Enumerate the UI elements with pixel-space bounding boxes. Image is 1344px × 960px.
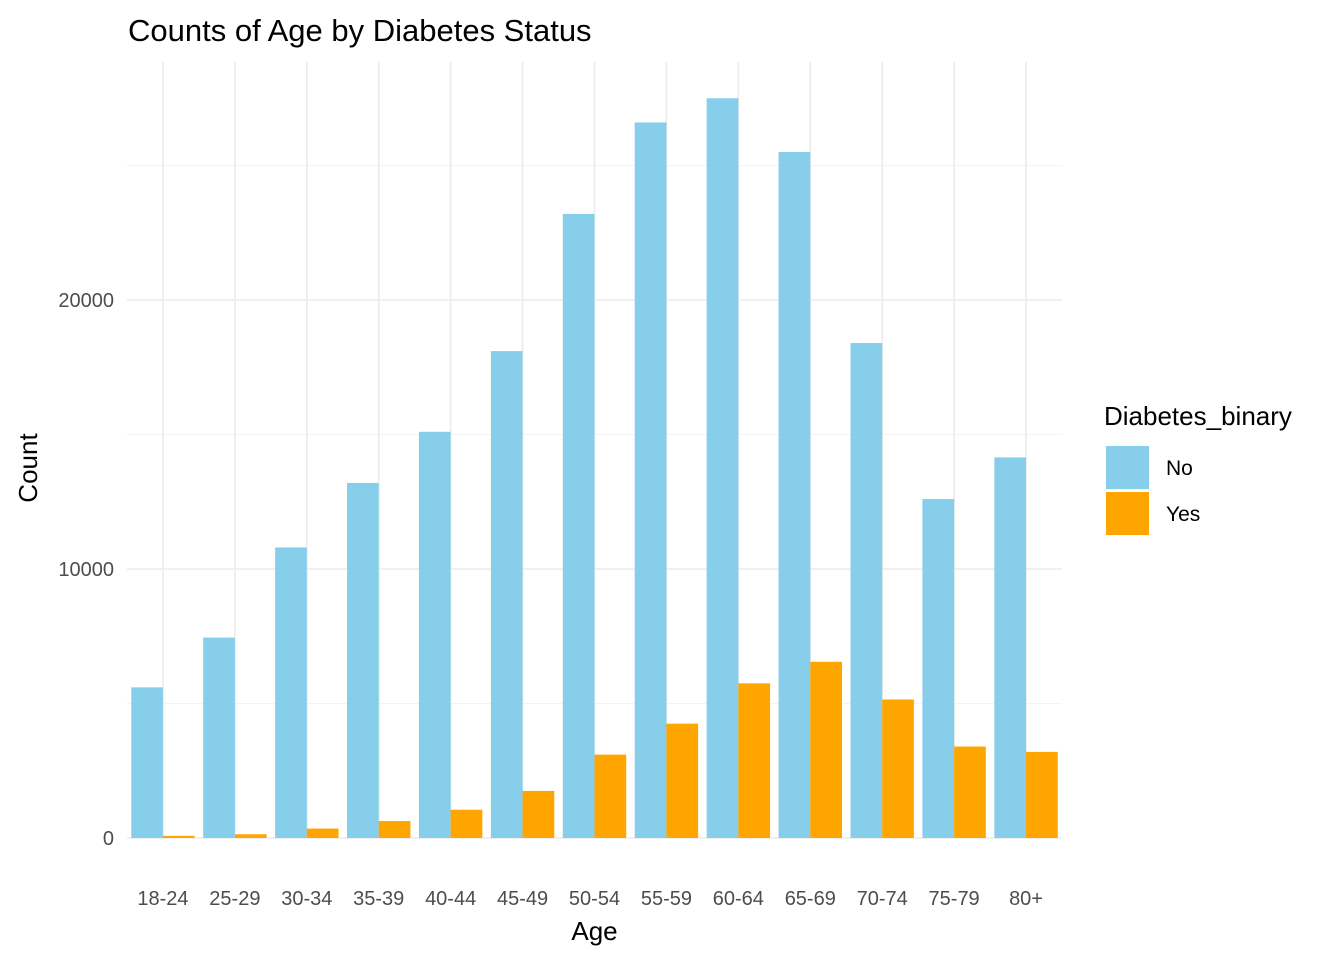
x-tick-label-25-29: 25-29 — [209, 888, 260, 910]
y-axis-ticks: 0 10000 20000 — [58, 290, 114, 850]
bar-yes-65-69 — [810, 661, 842, 838]
bar-no-65-69 — [778, 152, 811, 839]
bar-yes-25-29 — [234, 834, 267, 838]
y-tick-label-1: 10000 — [58, 559, 114, 581]
x-tick-label-35-39: 35-39 — [353, 888, 404, 910]
y-tick-label-0: 0 — [103, 828, 114, 850]
bar-no-30-34 — [275, 547, 307, 838]
x-tick-label-18-24: 18-24 — [137, 888, 188, 910]
x-tick-label-80+: 80+ — [1009, 888, 1043, 910]
legend: Diabetes_binary No Yes — [1104, 401, 1292, 535]
legend-key-no — [1106, 446, 1149, 489]
legend-label-no: No — [1166, 457, 1193, 480]
bar-no-75-79 — [922, 499, 955, 838]
bar-yes-60-64 — [738, 683, 771, 838]
y-tick-label-2: 20000 — [58, 290, 114, 312]
y-axis-title: Count — [13, 433, 43, 503]
legend-title: Diabetes_binary — [1104, 401, 1292, 431]
x-tick-label-60-64: 60-64 — [713, 888, 764, 910]
bar-yes-18-24 — [162, 835, 195, 838]
bar-yes-40-44 — [450, 809, 483, 838]
bar-yes-80+ — [1026, 751, 1058, 838]
chart-title: Counts of Age by Diabetes Status — [128, 13, 592, 48]
x-axis-ticks: 18-24 25-29 30-34 35-39 40-44 45-49 50-54 55-59… — [137, 888, 1043, 910]
x-tick-label-50-54: 50-54 — [569, 888, 620, 910]
legend-label-yes: Yes — [1166, 503, 1200, 526]
bars — [131, 98, 1058, 839]
bar-no-55-59 — [634, 122, 667, 838]
bar-no-25-29 — [203, 637, 235, 838]
bar-yes-35-39 — [378, 821, 411, 838]
x-axis-title: Age — [571, 916, 617, 946]
bar-yes-70-74 — [882, 699, 914, 838]
bar-no-60-64 — [706, 98, 739, 838]
bar-no-50-54 — [562, 213, 595, 839]
bar-no-45-49 — [490, 351, 523, 838]
x-tick-label-40-44: 40-44 — [425, 888, 476, 910]
x-tick-label-65-69: 65-69 — [785, 888, 836, 910]
bar-no-80+ — [994, 457, 1027, 838]
bar-no-35-39 — [347, 482, 379, 838]
bar-no-70-74 — [850, 343, 883, 838]
bar-yes-75-79 — [954, 746, 986, 838]
bar-yes-55-59 — [666, 723, 699, 838]
bar-yes-45-49 — [522, 790, 555, 838]
x-tick-label-75-79: 75-79 — [929, 888, 980, 910]
bar-no-40-44 — [418, 431, 451, 838]
bar-no-18-24 — [131, 687, 163, 838]
x-tick-label-45-49: 45-49 — [497, 888, 548, 910]
legend-key-yes — [1106, 492, 1149, 535]
x-tick-label-55-59: 55-59 — [641, 888, 692, 910]
bar-yes-30-34 — [306, 828, 339, 838]
bar-yes-50-54 — [594, 754, 627, 838]
x-tick-label-70-74: 70-74 — [857, 888, 908, 910]
x-tick-label-30-34: 30-34 — [281, 888, 332, 910]
